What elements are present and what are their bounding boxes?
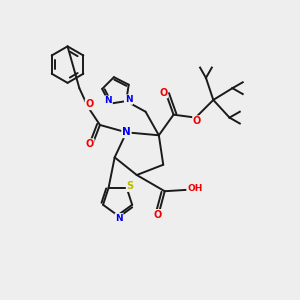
- Text: O: O: [85, 99, 94, 110]
- Text: N: N: [125, 95, 132, 104]
- Text: S: S: [127, 181, 134, 191]
- Text: N: N: [115, 214, 123, 223]
- Text: O: O: [85, 139, 94, 149]
- Text: O: O: [159, 88, 167, 98]
- Text: N: N: [104, 96, 112, 105]
- Text: O: O: [153, 210, 161, 220]
- Text: O: O: [193, 116, 201, 126]
- Text: OH: OH: [187, 184, 202, 193]
- Text: N: N: [122, 127, 131, 137]
